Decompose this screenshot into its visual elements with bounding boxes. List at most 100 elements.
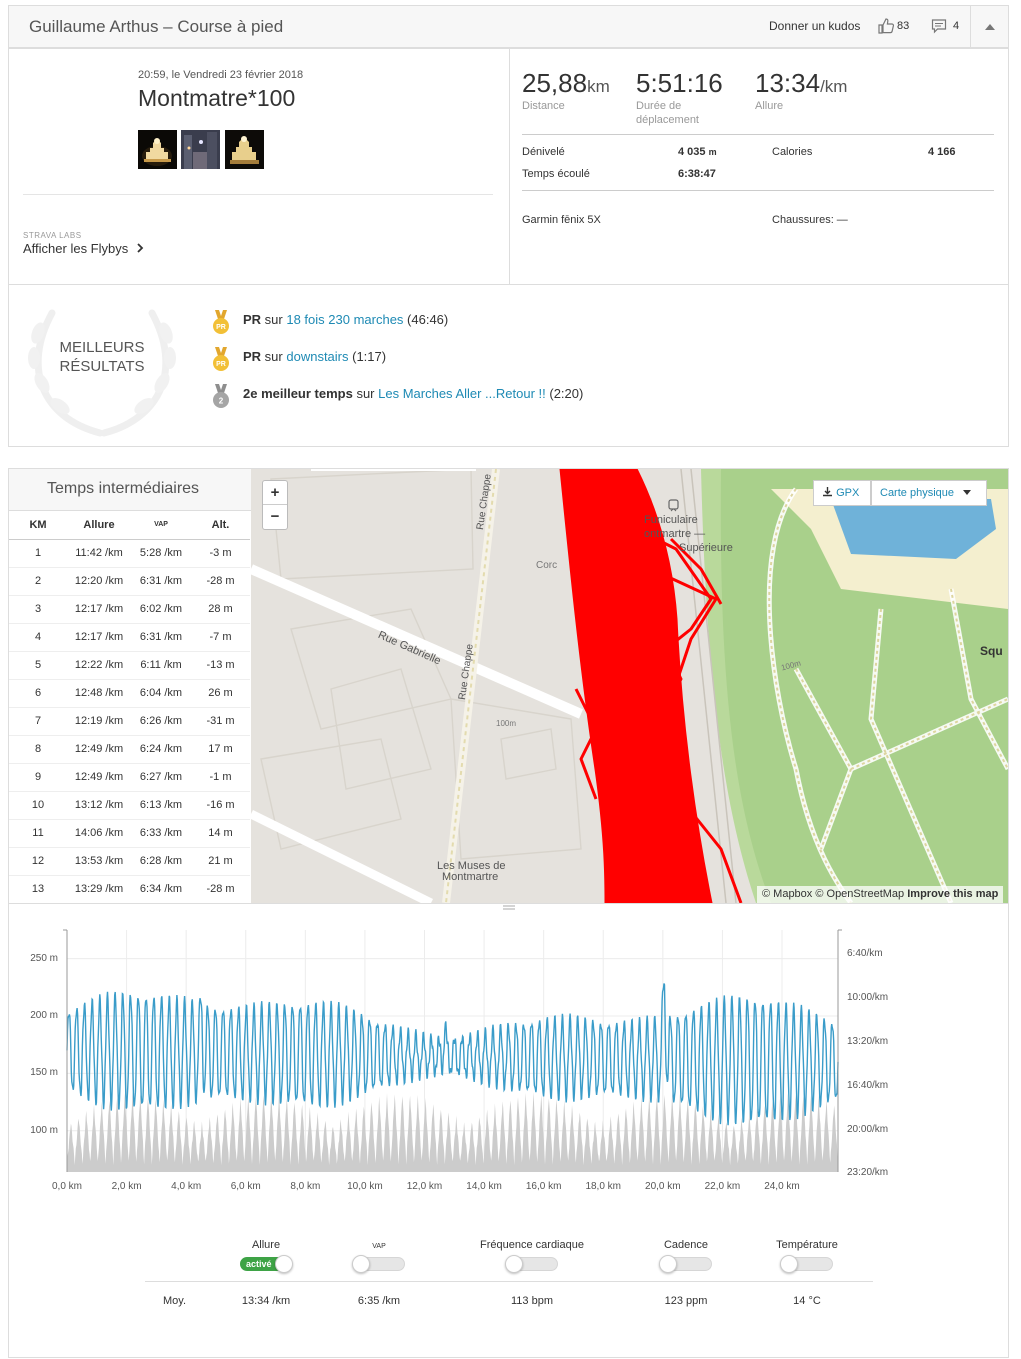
- moving-time-label-1: Durée de: [636, 100, 682, 112]
- map-label: Supérieure: [679, 542, 733, 554]
- device-divider: [522, 190, 994, 191]
- best-result-item: PR sur 18 fois 230 marches (46:46): [243, 312, 448, 327]
- split-pace: 12:17 /km: [67, 623, 131, 652]
- zoom-out-button[interactable]: −: [270, 508, 280, 525]
- caret-down-icon: [963, 490, 972, 495]
- x-tick-label: 24,0 km: [764, 1181, 800, 1192]
- split-row[interactable]: 10 13:12 /km 6:13 /km -16 m: [9, 791, 250, 820]
- split-km: 13: [9, 875, 67, 904]
- zoom-in-button[interactable]: +: [263, 481, 287, 505]
- toggle-label: Fréquence cardiaque: [480, 1239, 584, 1251]
- give-kudos-button[interactable]: Donner un kudos: [769, 19, 861, 33]
- split-km: 6: [9, 679, 67, 708]
- chevron-up-icon: [985, 24, 995, 30]
- split-row[interactable]: 9 12:49 /km 6:27 /km -1 m: [9, 763, 250, 792]
- split-row[interactable]: 4 12:17 /km 6:31 /km -7 m: [9, 623, 250, 652]
- segment-link[interactable]: 18 fois 230 marches: [286, 312, 404, 327]
- split-row[interactable]: 7 12:19 /km 6:26 /km -31 m: [9, 707, 250, 736]
- toggle-label: Cadence: [663, 1239, 709, 1251]
- distance-unit: km: [587, 77, 610, 96]
- photo-thumbnail[interactable]: [181, 130, 220, 169]
- split-gap: 6:13 /km: [131, 791, 191, 820]
- split-gap: 6:04 /km: [131, 679, 191, 708]
- elapsed-value: 6:38:47: [678, 168, 716, 180]
- activity-chart[interactable]: [0, 920, 1021, 1200]
- drag-handle-icon: [503, 905, 515, 910]
- segment-link[interactable]: downstairs: [286, 349, 349, 364]
- split-elevation: -31 m: [191, 707, 250, 736]
- comments-button[interactable]: 4: [931, 18, 959, 39]
- activity-header: Guillaume Arthus – Course à pied Donner …: [8, 5, 1009, 48]
- resize-handle[interactable]: [9, 903, 1008, 911]
- series-toggle[interactable]: [505, 1255, 558, 1273]
- split-row[interactable]: 2 12:20 /km 6:31 /km -28 m: [9, 567, 250, 596]
- achievement-time: (46:46): [403, 312, 449, 327]
- split-row[interactable]: 1 11:42 /km 5:28 /km -3 m: [9, 539, 250, 568]
- split-row[interactable]: 13 13:29 /km 6:34 /km -28 m: [9, 875, 250, 904]
- distance-label: Distance: [522, 100, 565, 112]
- split-elevation: 28 m: [191, 595, 250, 624]
- route-map[interactable]: Funiculaire ontmartre — Supérieure Corc …: [251, 469, 1008, 903]
- flyby-link[interactable]: Afficher les Flybys: [23, 241, 144, 256]
- series-toggle[interactable]: activé: [240, 1255, 293, 1273]
- split-pace: 12:49 /km: [67, 735, 131, 764]
- x-tick-label: 18,0 km: [585, 1181, 622, 1192]
- split-pace: 14:06 /km: [67, 819, 131, 848]
- map-label: Montmartre: [442, 871, 499, 883]
- map-label: ontmartre —: [644, 528, 706, 540]
- map-layer-select[interactable]: Carte physique: [871, 480, 987, 506]
- second-place-medal-icon: 2: [213, 384, 229, 408]
- split-row[interactable]: 12 13:53 /km 6:28 /km 21 m: [9, 847, 250, 876]
- split-row[interactable]: 8 12:49 /km 6:24 /km 17 m: [9, 735, 250, 764]
- gpx-download-button[interactable]: GPX: [813, 480, 871, 506]
- photo-thumbnail[interactable]: [225, 130, 264, 169]
- collapse-button[interactable]: [970, 6, 1009, 47]
- split-row[interactable]: 11 14:06 /km 6:33 /km 14 m: [9, 819, 250, 848]
- series-toggle[interactable]: [780, 1255, 833, 1273]
- y-tick-label-left: 150 m: [30, 1067, 58, 1079]
- x-tick-label: 16,0 km: [525, 1181, 562, 1192]
- y-tick-label-right: 6:40/km: [847, 948, 883, 959]
- toggle-knob: [659, 1255, 677, 1273]
- improve-map-link[interactable]: Improve this map: [907, 888, 999, 900]
- map-label: Les Muses de: [437, 860, 506, 872]
- elevation-label: Dénivelé: [522, 146, 565, 158]
- gpx-label: GPX: [836, 487, 860, 499]
- stat-pace: 13:34/km Allure: [755, 68, 847, 113]
- flyby-link-label: Afficher les Flybys: [23, 241, 129, 256]
- split-row[interactable]: 3 12:17 /km 6:02 /km 28 m: [9, 595, 250, 624]
- x-tick-label: 14,0 km: [466, 1181, 502, 1192]
- achievement-sep: sur: [261, 349, 287, 364]
- activity-name[interactable]: Montmatre*100: [138, 85, 296, 111]
- calories-value: 4 166: [928, 146, 956, 158]
- photo-thumbnail[interactable]: [138, 130, 177, 169]
- series-toggle[interactable]: [659, 1255, 712, 1273]
- toggle-active-label: activé: [246, 1259, 272, 1269]
- best-results-label-line-1: MEILLEURS: [59, 339, 145, 356]
- split-km: 11: [9, 819, 67, 848]
- split-km: 4: [9, 623, 67, 652]
- split-pace: 12:49 /km: [67, 763, 131, 792]
- split-row[interactable]: 5 12:22 /km 6:11 /km -13 m: [9, 651, 250, 680]
- pace-label: Allure: [755, 100, 784, 112]
- achievement-time: (1:17): [348, 349, 387, 364]
- toggles-divider: [145, 1281, 873, 1282]
- split-km: 10: [9, 791, 67, 820]
- thumbs-up-icon: [878, 18, 895, 34]
- svg-text:PR: PR: [216, 361, 226, 368]
- series-toggle[interactable]: [352, 1255, 405, 1273]
- y-tick-label-right: 23:20/km: [847, 1167, 889, 1178]
- device-name: Garmin fēnix 5X: [522, 214, 601, 226]
- toggle-label: Allure: [251, 1239, 281, 1251]
- y-tick-label-left: 100 m: [30, 1124, 58, 1136]
- split-gap: 6:31 /km: [131, 567, 191, 596]
- split-row[interactable]: 6 12:48 /km 6:04 /km 26 m: [9, 679, 250, 708]
- kudos-button[interactable]: 83: [877, 17, 909, 40]
- svg-text:2: 2: [219, 397, 224, 406]
- col-pace: Allure: [67, 511, 131, 540]
- attribution-text[interactable]: © Mapbox © OpenStreetMap: [762, 888, 905, 900]
- split-pace: 13:12 /km: [67, 791, 131, 820]
- segment-link[interactable]: Les Marches Aller ...Retour !!: [378, 386, 546, 401]
- split-elevation: 14 m: [191, 819, 250, 848]
- splits-header: Temps intermédiaires: [9, 469, 251, 511]
